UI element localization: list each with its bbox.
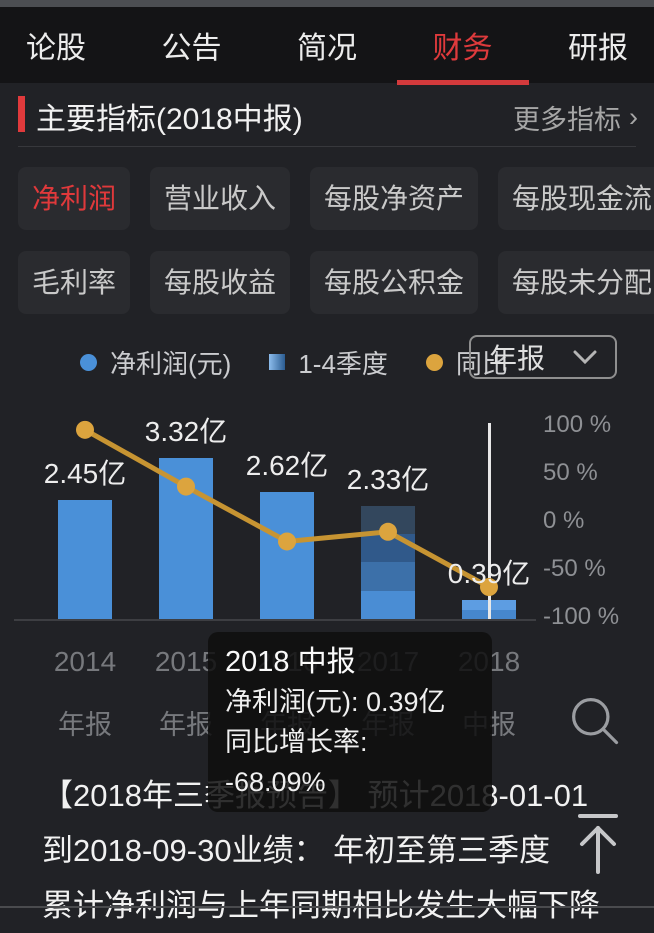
filter-net-assets-per-share[interactable]: 每股净资产 — [310, 167, 479, 230]
filter-net-profit[interactable]: 净利润 — [18, 167, 131, 230]
filter-undistributed-per-share[interactable]: 每股未分配 — [498, 251, 654, 314]
tab-forum[interactable]: 论股 — [26, 32, 86, 65]
period-dropdown[interactable]: 年报 — [469, 335, 617, 379]
yoy-point-2017[interactable] — [379, 522, 397, 541]
section-header: 主要指标(2018中报) 更多指标 › — [0, 88, 654, 140]
divider — [18, 146, 636, 147]
back-to-top-icon[interactable] — [566, 808, 630, 884]
tab-finance[interactable]: 财务 — [396, 5, 529, 85]
news-line: 到2018-09-30业绩： 年初至第三季度 — [42, 833, 551, 868]
right-axis-tick: 0 % — [543, 507, 585, 534]
bar-2017-segment — [361, 590, 415, 619]
status-bar-strip — [0, 0, 654, 7]
orange-dot-icon — [425, 353, 443, 371]
bar-2016[interactable] — [260, 491, 314, 619]
bar-2017[interactable] — [361, 505, 415, 619]
metric-filter-row-2: 毛利率 每股收益 每股公积金 每股未分配 — [18, 251, 654, 314]
bar-2016-segment — [260, 491, 314, 619]
legend-net-profit-label: 净利润(元) — [110, 348, 232, 379]
right-axis-tick: 50 % — [543, 459, 598, 486]
chart-baseline — [14, 619, 536, 621]
bar-value-label-2015: 3.32亿 — [144, 415, 228, 447]
filter-gross-margin[interactable]: 毛利率 — [18, 251, 131, 314]
chart-tooltip: 2018 中报 净利润(元): 0.39亿 同比增长率: -68.09% — [208, 632, 492, 812]
right-axis-tick: 100 % — [543, 411, 612, 438]
yoy-point-2014[interactable] — [76, 420, 94, 439]
quarter-gradient-icon — [269, 354, 286, 370]
tab-announcements[interactable]: 公告 — [161, 32, 222, 65]
legend-quarters: 1-4季度 — [269, 344, 388, 381]
legend-yoy: 同比 — [425, 344, 508, 381]
filter-eps[interactable]: 每股收益 — [150, 251, 291, 314]
bar-value-label-2016: 2.62亿 — [245, 449, 329, 481]
yoy-point-2018[interactable] — [480, 578, 498, 597]
tooltip-yoy: 同比增长率: -68.09% — [225, 727, 368, 797]
yoy-point-2015[interactable] — [177, 477, 195, 496]
yoy-point-2016[interactable] — [278, 532, 296, 551]
bar-2014[interactable] — [58, 499, 112, 619]
x-axis-label-2014[interactable]: 2014 — [53, 646, 117, 677]
metric-filter-row-1: 净利润 营业收入 每股净资产 每股现金流 — [18, 167, 654, 230]
filter-capital-reserve-per-share[interactable]: 每股公积金 — [310, 251, 479, 314]
legend-quarters-label: 1-4季度 — [298, 348, 388, 379]
bar-2017-segment — [361, 562, 415, 591]
chevron-right-icon: › — [629, 102, 638, 132]
filter-revenue[interactable]: 营业收入 — [150, 167, 291, 230]
tooltip-crosshair-line — [488, 423, 491, 619]
section-title: 主要指标(2018中报) — [36, 103, 303, 136]
legend-net-profit: 净利润(元) — [80, 344, 231, 381]
x-axis-label-2015[interactable]: 2015 — [154, 646, 218, 677]
x-axis-sublabel-2014: 年报 — [58, 710, 112, 740]
divider — [0, 906, 654, 908]
tab-research[interactable]: 研报 — [568, 32, 628, 65]
more-indicators-label: 更多指标 — [513, 105, 621, 135]
net-profit-chart: 2.45亿 3.32亿 2.62亿 2.33亿 0.39亿 100 % 50 % 0 % -50… — [0, 390, 654, 770]
filter-cashflow-per-share[interactable]: 每股现金流 — [498, 167, 654, 230]
legend-yoy-label: 同比 — [455, 348, 508, 379]
right-axis-tick: -100 % — [543, 603, 620, 630]
tooltip-net-profit: 净利润(元): 0.39亿 — [225, 687, 446, 717]
bar-value-label-2018: 0.39亿 — [447, 558, 531, 590]
tab-profile[interactable]: 简况 — [297, 32, 357, 65]
tooltip-title: 2018 中报 — [225, 646, 356, 678]
search-icon[interactable] — [564, 690, 624, 750]
blue-dot-icon — [80, 353, 97, 371]
period-dropdown-value: 年报 — [489, 343, 546, 374]
tab-bar: 论股 公告 简况 财务 研报 — [0, 5, 654, 85]
bar-2014-segment — [58, 499, 112, 619]
section-accent-bar — [18, 96, 25, 132]
bar-value-label-2014: 2.45亿 — [43, 457, 127, 489]
chart-legend: 净利润(元) 1-4季度 同比 — [80, 340, 508, 384]
yoy-line-series — [76, 420, 498, 597]
more-indicators-link[interactable]: 更多指标 › — [513, 98, 638, 137]
bar-value-label-2017: 2.33亿 — [346, 463, 430, 495]
x-axis-sublabel-2015: 年报 — [159, 710, 213, 740]
chevron-down-icon — [573, 350, 597, 364]
right-axis-tick: -50 % — [543, 555, 606, 582]
